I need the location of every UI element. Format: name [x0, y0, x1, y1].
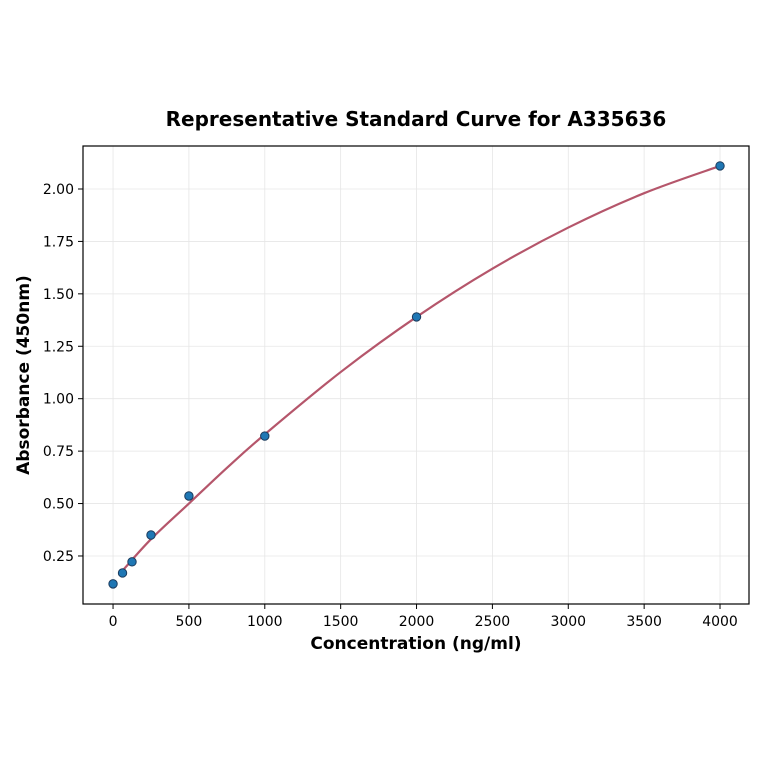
x-tick-label: 3500 — [626, 614, 662, 630]
x-tick-label: 0 — [109, 614, 118, 630]
data-point — [117, 568, 128, 578]
fit-curve-group — [121, 164, 721, 572]
y-tick-label: 0.25 — [43, 549, 74, 565]
grid — [83, 146, 749, 604]
data-point — [127, 557, 137, 567]
y-axis-ticks: 0.25 0.50 0.75 1.00 1.25 1.50 1.75 2.00 — [43, 182, 83, 565]
data-point — [184, 491, 194, 501]
y-tick-label: 2.00 — [43, 182, 74, 198]
data-point — [260, 431, 270, 441]
data-point — [715, 161, 725, 171]
x-tick-label: 4000 — [702, 614, 738, 630]
y-tick-label: 1.00 — [43, 392, 74, 408]
x-tick-label: 1500 — [323, 614, 359, 630]
data-point — [108, 579, 118, 589]
y-tick-label: 0.50 — [43, 497, 74, 513]
plot-frame — [82, 145, 750, 605]
y-tick-label: 0.75 — [43, 444, 74, 460]
x-tick-label: 1000 — [247, 614, 283, 630]
data-point — [411, 312, 422, 322]
x-tick-label: 2500 — [475, 614, 511, 630]
chart-title: Representative Standard Curve for A33563… — [166, 107, 667, 131]
x-tick-label: 500 — [176, 614, 203, 630]
data-points-group — [108, 161, 725, 589]
fit-curve — [121, 164, 721, 572]
y-tick-label: 1.25 — [43, 339, 74, 355]
x-axis-label: Concentration (ng/ml) — [310, 634, 521, 654]
x-tick-label: 2000 — [399, 614, 435, 630]
x-tick-label: 3000 — [550, 614, 586, 630]
y-tick-label: 1.50 — [43, 287, 74, 303]
data-point — [146, 530, 156, 540]
x-axis-ticks: 0 500 1000 1500 2000 2500 3000 3500 4000 — [109, 604, 738, 630]
y-tick-label: 1.75 — [43, 234, 74, 250]
y-axis-label: Absorbance (450nm) — [14, 275, 34, 475]
